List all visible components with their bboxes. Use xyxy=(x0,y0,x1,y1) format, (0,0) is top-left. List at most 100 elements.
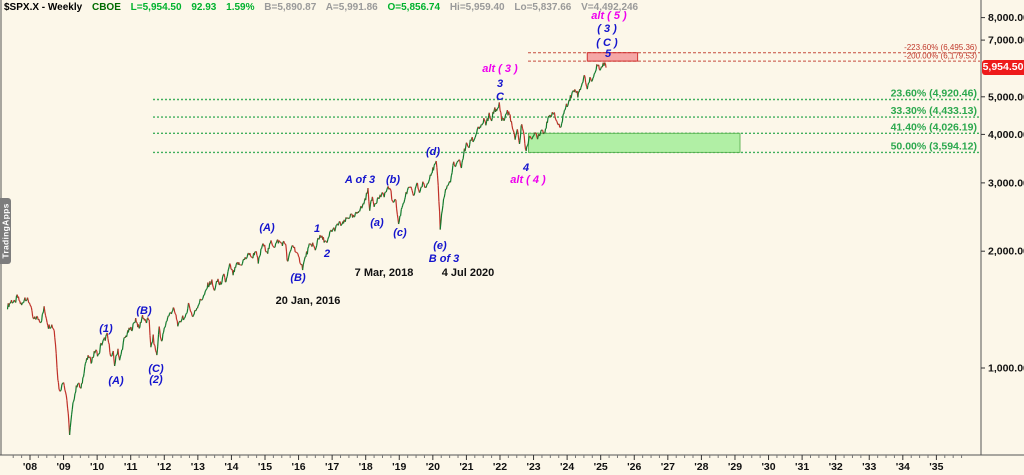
price-segment xyxy=(82,376,84,378)
price-segment xyxy=(174,313,177,316)
price-segment xyxy=(61,383,64,385)
elliott-wave-label: ( 3 ) xyxy=(597,23,617,35)
x-axis-label: '14 xyxy=(224,461,238,473)
price-segment xyxy=(580,85,583,88)
price-segment xyxy=(485,121,488,126)
last-price-axis-tag: 5,954.50 xyxy=(982,60,1024,75)
price-segment xyxy=(535,132,538,137)
y-axis-label: 5,000.00 xyxy=(988,91,1024,103)
price-segment xyxy=(117,354,120,358)
price-segment xyxy=(195,309,197,312)
price-segment xyxy=(226,276,228,279)
fib-extension-label: -200.00% (6,179.53) xyxy=(904,52,977,61)
price-segment xyxy=(189,308,192,312)
price-segment xyxy=(539,131,542,135)
price-segment xyxy=(383,192,386,198)
fib-retracement-label: 50.00% (3,594.12) xyxy=(891,140,977,152)
price-segment xyxy=(152,334,155,345)
price-segment xyxy=(121,342,124,350)
elliott-wave-label: alt ( 5 ) xyxy=(591,10,627,22)
price-segment xyxy=(593,72,596,75)
price-segment xyxy=(415,183,418,187)
price-segment xyxy=(545,121,548,129)
fib-retracement-label: 33.30% (4,433.13) xyxy=(891,105,977,117)
elliott-wave-label: 2 xyxy=(323,248,330,260)
price-segment xyxy=(168,312,171,315)
elliott-wave-label: (1) xyxy=(99,323,113,335)
price-segment xyxy=(114,356,117,363)
price-segment xyxy=(119,356,121,361)
price-segment xyxy=(566,105,569,108)
price-segment xyxy=(38,319,41,323)
price-segment xyxy=(154,345,157,351)
price-segment xyxy=(545,127,547,130)
price-segment xyxy=(106,332,109,339)
price-segment xyxy=(349,213,352,218)
price-segment xyxy=(425,184,428,188)
price-segment xyxy=(511,125,514,130)
x-axis-label: '25 xyxy=(594,461,608,473)
price-segment xyxy=(63,382,65,386)
price-segment xyxy=(591,80,593,82)
ask-price: A=5,991.86 xyxy=(325,2,378,13)
price-segment xyxy=(604,62,606,65)
price-segment xyxy=(151,341,154,343)
price-segment xyxy=(69,427,71,435)
price-segment xyxy=(101,339,104,344)
x-axis-label: '19 xyxy=(392,461,406,473)
price-segment xyxy=(84,363,86,367)
price-segment xyxy=(384,191,387,194)
price-segment xyxy=(153,343,156,346)
price-segment xyxy=(95,349,98,352)
price-segment xyxy=(255,251,258,256)
y-axis-label: 3,000.00 xyxy=(988,177,1024,189)
price-segment xyxy=(522,128,524,132)
price-segment xyxy=(159,330,161,338)
price-segment xyxy=(15,295,18,303)
tradingapps-drawer-tab[interactable]: TradingApps xyxy=(0,198,11,264)
price-segment xyxy=(65,392,67,396)
price-segment xyxy=(508,111,510,115)
price-segment xyxy=(107,338,110,343)
price-segment xyxy=(560,126,562,128)
price-segment xyxy=(587,82,590,86)
price-segment xyxy=(259,248,262,256)
x-axis-label: '33 xyxy=(862,461,876,473)
price-segment xyxy=(112,350,115,359)
elliott-wave-label: ( C ) xyxy=(596,37,618,49)
price-segment xyxy=(414,185,417,189)
price-segment xyxy=(256,255,259,258)
price-segment xyxy=(299,262,302,265)
price-segment xyxy=(394,198,397,201)
price-segment xyxy=(445,185,448,190)
price-segment xyxy=(177,323,179,327)
price-segment xyxy=(484,120,486,122)
price-segment xyxy=(450,172,453,177)
price-segment xyxy=(391,199,394,202)
price-segment xyxy=(334,228,337,232)
price-segment xyxy=(400,207,403,210)
price-segment xyxy=(403,199,406,203)
price-segment xyxy=(185,313,187,315)
price-segment xyxy=(396,214,399,219)
price-segment xyxy=(284,243,287,245)
price-segment xyxy=(591,77,594,81)
price-segment xyxy=(122,338,125,343)
price-segment xyxy=(233,266,236,273)
price-segment xyxy=(584,76,587,83)
elliott-wave-label: 3 xyxy=(497,78,503,90)
price-segment xyxy=(544,128,547,133)
price-segment xyxy=(320,236,322,238)
price-segment xyxy=(465,142,468,145)
price-segment xyxy=(161,339,163,342)
price-segment xyxy=(583,74,586,77)
price-segment xyxy=(596,64,598,66)
price-segment xyxy=(440,213,443,223)
price-segment xyxy=(217,278,220,283)
price-segment xyxy=(392,200,394,203)
elliott-wave-label: (A) xyxy=(259,222,275,234)
price-segment xyxy=(161,334,164,341)
price-segment xyxy=(413,192,416,196)
price-segment xyxy=(389,188,392,191)
